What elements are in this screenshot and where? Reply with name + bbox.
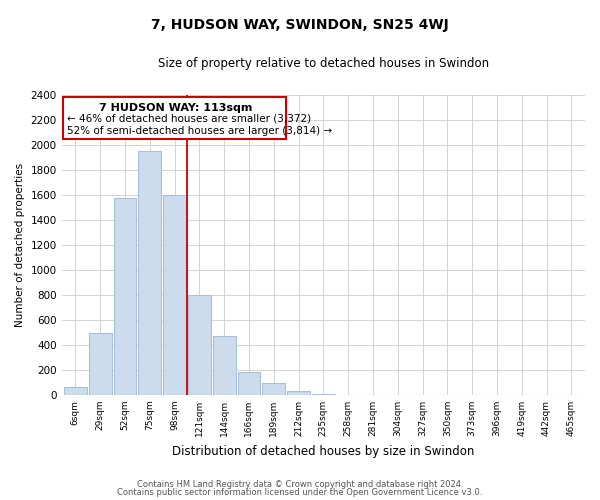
Text: 52% of semi-detached houses are larger (3,814) →: 52% of semi-detached houses are larger (… <box>67 126 332 136</box>
Bar <box>113 198 136 395</box>
Text: 7 HUDSON WAY: 113sqm: 7 HUDSON WAY: 113sqm <box>99 103 253 113</box>
Title: Size of property relative to detached houses in Swindon: Size of property relative to detached ho… <box>158 58 489 70</box>
Text: Contains HM Land Registry data © Crown copyright and database right 2024.: Contains HM Land Registry data © Crown c… <box>137 480 463 489</box>
Bar <box>213 336 236 395</box>
Bar <box>163 195 186 395</box>
Bar <box>64 388 87 395</box>
X-axis label: Distribution of detached houses by size in Swindon: Distribution of detached houses by size … <box>172 444 475 458</box>
Y-axis label: Number of detached properties: Number of detached properties <box>15 163 25 327</box>
Text: ← 46% of detached houses are smaller (3,372): ← 46% of detached houses are smaller (3,… <box>67 114 311 124</box>
Bar <box>287 390 310 395</box>
Text: 7, HUDSON WAY, SWINDON, SN25 4WJ: 7, HUDSON WAY, SWINDON, SN25 4WJ <box>151 18 449 32</box>
Bar <box>188 295 211 395</box>
FancyBboxPatch shape <box>63 96 286 139</box>
Text: Contains public sector information licensed under the Open Government Licence v3: Contains public sector information licen… <box>118 488 482 497</box>
Bar <box>139 152 161 395</box>
Bar <box>262 383 285 395</box>
Bar <box>89 332 112 395</box>
Bar <box>238 372 260 395</box>
Bar <box>312 394 335 395</box>
